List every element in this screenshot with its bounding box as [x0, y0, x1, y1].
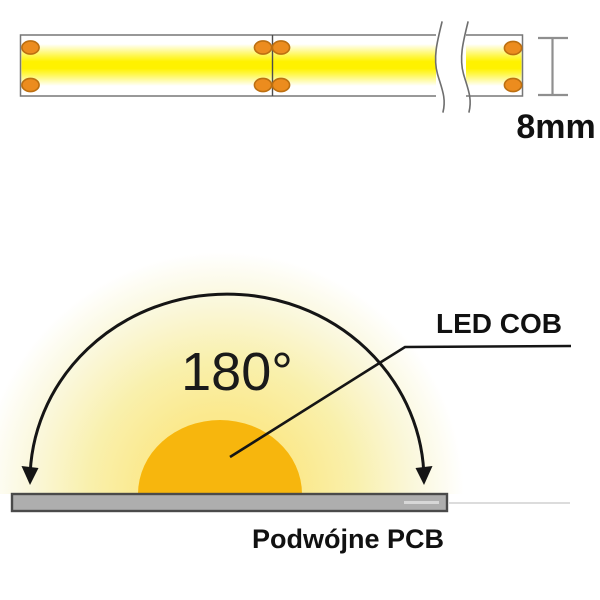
led-cob-pointer-line — [229, 344, 572, 459]
break-gap — [436, 27, 466, 115]
pcb-highlight — [404, 501, 439, 504]
arrow-right-icon — [415, 466, 433, 485]
solder-pad — [503, 77, 523, 93]
beam-angle-diagram: 180° LED COB Podwójne PCB — [0, 252, 572, 554]
solder-pad — [253, 40, 273, 55]
solder-pad — [253, 77, 273, 93]
led-strip-top-view: 8mm — [19, 21, 596, 146]
solder-pads — [21, 40, 523, 93]
pcb-label: Podwójne PCB — [252, 524, 444, 554]
width-dimension — [538, 36, 568, 97]
solder-pad — [271, 40, 291, 55]
beam-glow — [0, 252, 464, 494]
break-mark-right — [460, 21, 471, 113]
beam-angle-label: 180° — [181, 342, 293, 402]
led-cob-label: LED COB — [436, 308, 562, 339]
width-label: 8mm — [516, 108, 595, 146]
beam-angle-arc — [28, 292, 426, 483]
break-mark-left — [434, 21, 445, 113]
pcb-bar — [10, 492, 449, 513]
solder-pad — [271, 77, 291, 93]
solder-pad — [21, 77, 40, 93]
solder-pad — [21, 40, 40, 55]
arrow-left-icon — [21, 466, 39, 485]
solder-pad — [503, 40, 523, 56]
